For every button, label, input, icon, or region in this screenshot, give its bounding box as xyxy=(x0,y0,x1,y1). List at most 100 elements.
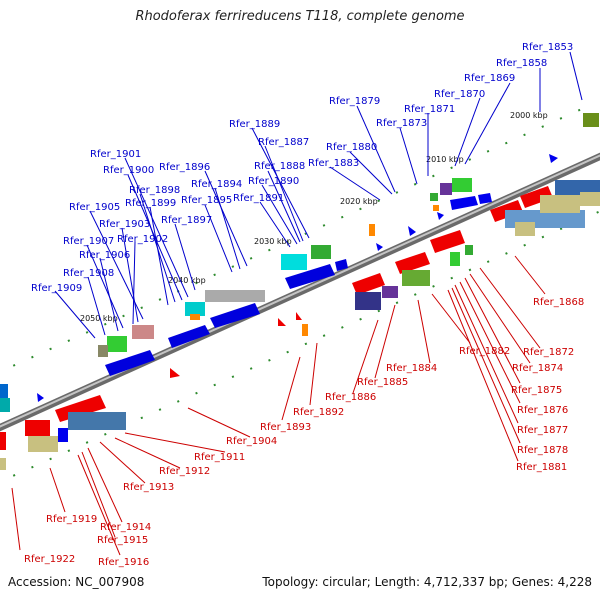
gene-label[interactable]: Rfer_1880 xyxy=(326,142,377,153)
gene-label[interactable]: Rfer_1879 xyxy=(329,96,380,107)
gene-label[interactable]: Rfer_1890 xyxy=(248,176,299,187)
gene-label[interactable]: Rfer_1901 xyxy=(90,149,141,160)
genome-summary-text: Topology: circular; Length: 4,712,337 bp… xyxy=(262,575,592,589)
gene-label[interactable]: Rfer_1914 xyxy=(100,522,151,533)
gene-label[interactable]: Rfer_1903 xyxy=(99,219,150,230)
gene-box xyxy=(281,254,307,270)
gene-label[interactable]: Rfer_1913 xyxy=(123,482,174,493)
gene-label[interactable]: Rfer_1899 xyxy=(125,198,176,209)
gene-label[interactable]: Rfer_1870 xyxy=(434,89,485,100)
gene-box xyxy=(440,183,452,195)
gene-arrow xyxy=(352,273,385,295)
gene-label[interactable]: Rfer_1904 xyxy=(226,436,277,447)
gene-label[interactable]: Rfer_1893 xyxy=(260,422,311,433)
gene-label[interactable]: Rfer_1898 xyxy=(129,185,180,196)
gene-label[interactable]: Rfer_1896 xyxy=(159,162,210,173)
gene-arrow xyxy=(395,252,430,274)
gene-label[interactable]: Rfer_1876 xyxy=(517,405,568,416)
gene-arrow xyxy=(478,193,492,204)
gene-label[interactable]: Rfer_1916 xyxy=(98,557,149,568)
gene-arrow xyxy=(278,318,286,326)
gene-arrow xyxy=(210,303,260,328)
kbp-label-2030: 2030 kbp xyxy=(254,237,292,246)
gene-label[interactable]: Rfer_1892 xyxy=(293,407,344,418)
bottom-labels: Rfer_1868 Rfer_1872 Rfer_1874 Rfer_1875 … xyxy=(24,297,584,568)
gene-label[interactable]: Rfer_1873 xyxy=(376,118,427,129)
gene-box xyxy=(190,314,200,320)
gene-box xyxy=(515,222,535,236)
gene-box xyxy=(302,324,308,336)
gene-label[interactable]: Rfer_1858 xyxy=(496,58,547,69)
gene-arrow xyxy=(450,196,478,210)
gene-label[interactable]: Rfer_1897 xyxy=(161,215,212,226)
gene-label[interactable]: Rfer_1869 xyxy=(464,73,515,84)
gene-box xyxy=(382,286,398,298)
gene-box xyxy=(58,428,68,442)
gene-label[interactable]: Rfer_1922 xyxy=(24,554,75,565)
gene-label[interactable]: Rfer_1877 xyxy=(517,425,568,436)
gene-label[interactable]: Rfer_1919 xyxy=(46,514,97,525)
gene-arrow xyxy=(549,154,558,163)
gene-label[interactable]: Rfer_1884 xyxy=(386,363,437,374)
gene-box xyxy=(452,178,472,192)
gene-arrow xyxy=(170,368,180,378)
gene-label[interactable]: Rfer_1900 xyxy=(103,165,154,176)
kbp-label-2040: 2040 kbp xyxy=(168,276,206,285)
gene-box xyxy=(0,432,6,450)
kbp-label-2050: 2050 kbp xyxy=(80,314,118,323)
gene-label[interactable]: Rfer_1891 xyxy=(233,193,284,204)
kbp-label-2010: 2010 kbp xyxy=(426,155,464,164)
gene-label[interactable]: Rfer_1878 xyxy=(517,445,568,456)
gene-label[interactable]: Rfer_1906 xyxy=(79,250,130,261)
gene-label[interactable]: Rfer_1888 xyxy=(254,161,305,172)
gene-label[interactable]: Rfer_1874 xyxy=(512,363,563,374)
gene-label[interactable]: Rfer_1911 xyxy=(194,452,245,463)
gene-label[interactable]: Rfer_1915 xyxy=(97,535,148,546)
gene-box xyxy=(355,292,381,310)
gene-arrow xyxy=(520,186,553,208)
bottom-label-connectors xyxy=(11,255,546,556)
gene-label[interactable]: Rfer_1875 xyxy=(511,385,562,396)
gene-box xyxy=(205,290,265,302)
gene-box xyxy=(580,192,600,206)
gene-label[interactable]: Rfer_1889 xyxy=(229,119,280,130)
gene-label[interactable]: Rfer_1887 xyxy=(258,137,309,148)
reverse-genes xyxy=(0,180,600,470)
gene-label[interactable]: Rfer_1872 xyxy=(523,347,574,358)
gene-box xyxy=(433,205,439,211)
gene-label[interactable]: Rfer_1909 xyxy=(31,283,82,294)
gene-arrow xyxy=(285,264,335,289)
gene-label[interactable]: Rfer_1881 xyxy=(516,462,567,473)
gene-label[interactable]: Rfer_1871 xyxy=(404,104,455,115)
gene-label[interactable]: Rfer_1868 xyxy=(533,297,584,308)
gene-label[interactable]: Rfer_1907 xyxy=(63,236,114,247)
gene-arrow xyxy=(37,393,44,402)
gene-box xyxy=(465,245,473,255)
gene-label[interactable]: Rfer_1905 xyxy=(69,202,120,213)
gene-arrow xyxy=(168,325,210,348)
gene-label[interactable]: Rfer_1882 xyxy=(459,346,510,357)
gene-arrow xyxy=(408,226,416,236)
gene-label[interactable]: Rfer_1894 xyxy=(191,179,242,190)
accession-text: Accession: NC_007908 xyxy=(8,575,145,589)
gene-box xyxy=(450,252,460,266)
gene-label[interactable]: Rfer_1883 xyxy=(308,158,359,169)
gene-box xyxy=(0,398,10,412)
gene-box xyxy=(68,412,126,430)
gene-label[interactable]: Rfer_1908 xyxy=(63,268,114,279)
genome-backbone-highlight xyxy=(0,154,600,428)
gene-label[interactable]: Rfer_1885 xyxy=(357,377,408,388)
gene-label[interactable]: Rfer_1886 xyxy=(325,392,376,403)
gene-box xyxy=(311,245,331,259)
gene-label[interactable]: Rfer_1853 xyxy=(522,42,573,53)
gene-label[interactable]: Rfer_1912 xyxy=(159,466,210,477)
gene-box xyxy=(430,193,438,201)
gene-label[interactable]: Rfer_1895 xyxy=(181,195,232,206)
gene-label[interactable]: Rfer_1902 xyxy=(117,234,168,245)
map-title: Rhodoferax ferrireducens T118, complete … xyxy=(135,9,465,24)
gene-box xyxy=(540,195,580,213)
gene-arrow xyxy=(296,312,302,320)
gene-box xyxy=(369,224,375,236)
gene-arrow xyxy=(430,230,465,253)
